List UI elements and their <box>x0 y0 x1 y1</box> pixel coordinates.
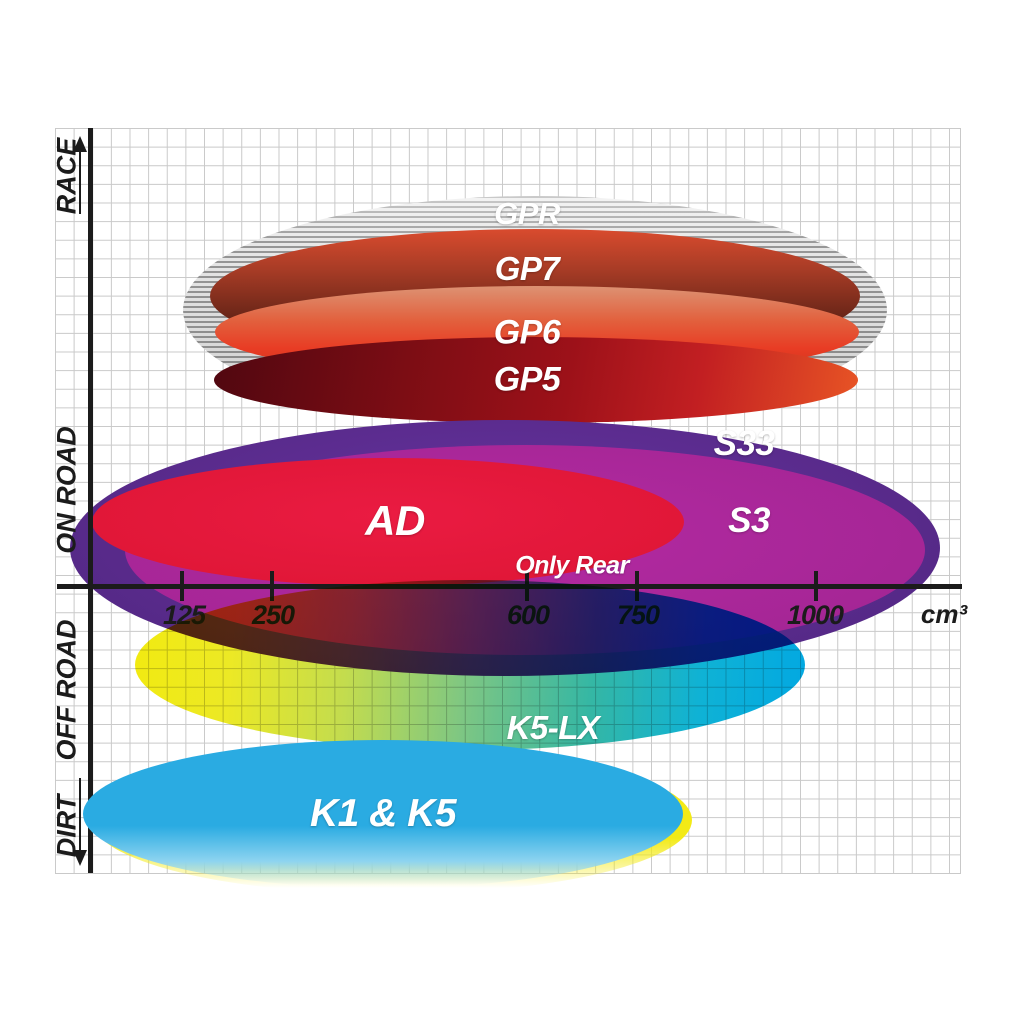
dirt-down-arrow-icon <box>73 850 87 866</box>
ellipse-k1k5 <box>83 740 683 888</box>
label-only-rear: Only Rear <box>515 551 629 580</box>
x-tick-250 <box>270 571 274 601</box>
label-ad: AD <box>365 497 425 544</box>
x-tick-125 <box>180 571 184 601</box>
ellipse-gp5 <box>214 337 858 423</box>
y-category-on-road: ON ROAD <box>51 426 82 554</box>
x-tick-1000 <box>814 571 818 601</box>
label-s33: S33 <box>713 424 775 463</box>
label-gp5: GP5 <box>493 360 561 399</box>
x-axis-unit-label: cm³ <box>920 599 968 629</box>
y-axis-line <box>88 128 93 873</box>
y-category-dirt: DIRT <box>51 794 82 858</box>
x-tick-label-1000: 1000 <box>786 600 844 630</box>
label-gpr: GPR <box>494 196 560 231</box>
x-tick-750 <box>635 571 639 601</box>
label-k1k5: K1 & K5 <box>309 792 457 835</box>
y-category-off-road: OFF ROAD <box>51 619 82 761</box>
label-s3: S3 <box>728 501 770 540</box>
label-gp7: GP7 <box>494 250 560 287</box>
dirt-arrow-line <box>79 778 81 852</box>
ellipse-k5lx <box>135 580 805 750</box>
label-k5lx: K5-LX <box>506 709 600 746</box>
label-gp6: GP6 <box>493 313 561 352</box>
race-arrow-line <box>79 150 81 214</box>
race-up-arrow-icon <box>73 136 87 152</box>
ellipse-ad <box>92 458 684 586</box>
